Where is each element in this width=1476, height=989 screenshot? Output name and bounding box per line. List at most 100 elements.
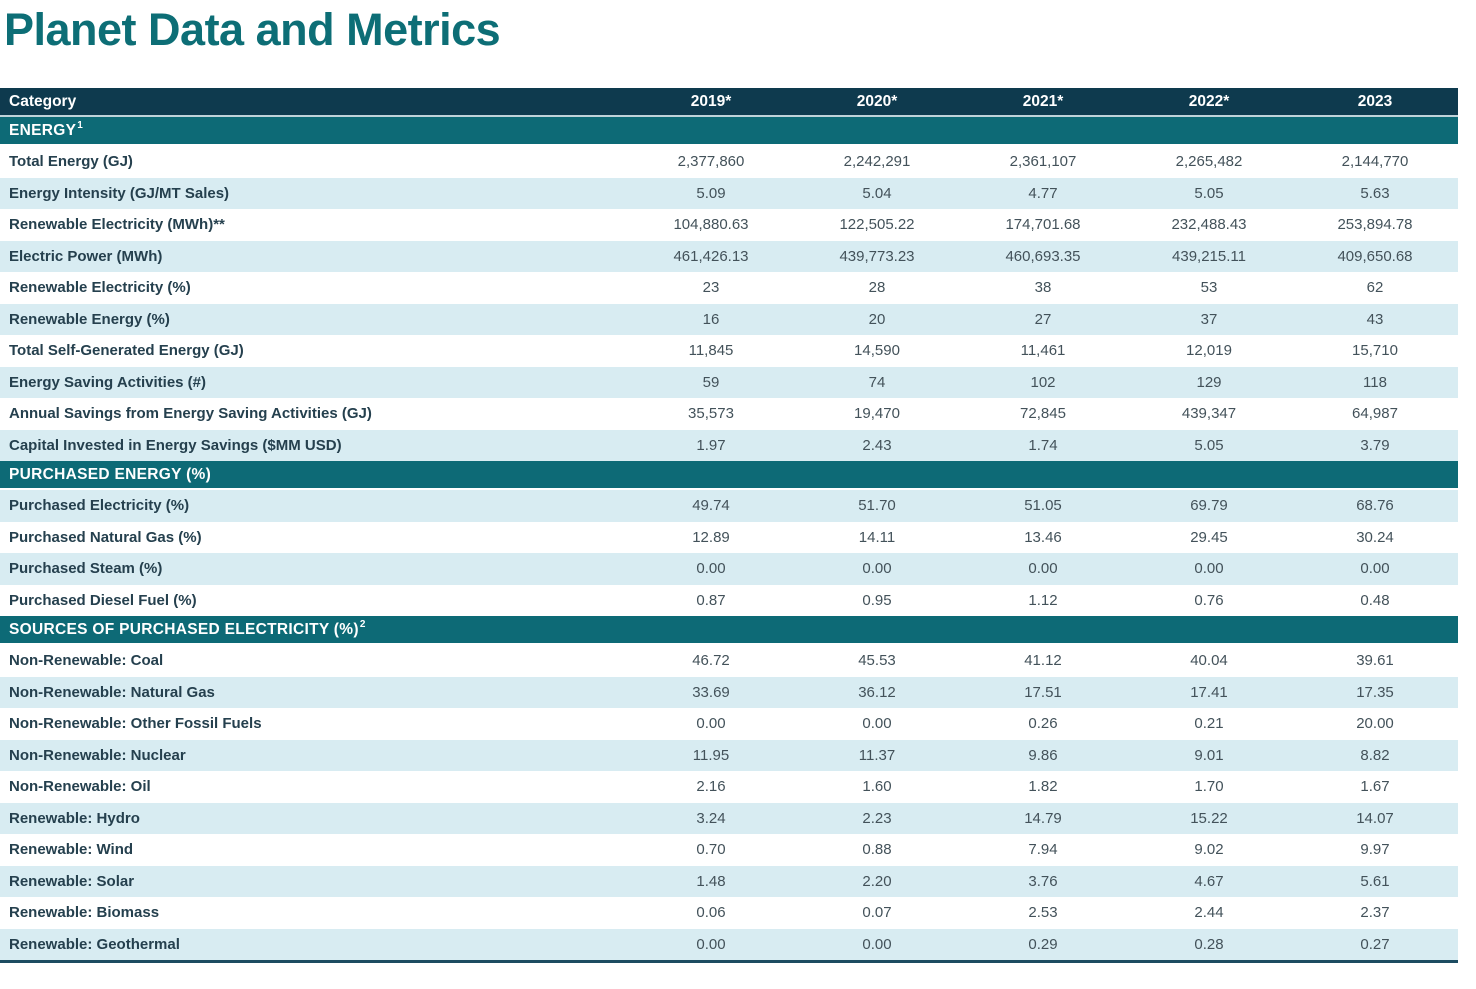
cell-value: 2.23	[862, 809, 892, 827]
cell-value: 43	[1366, 310, 1384, 328]
cell-value: 36.12	[858, 683, 896, 701]
cell-value: 59	[702, 373, 720, 391]
cell-value: 0.27	[1360, 935, 1390, 953]
cell-value: 0.07	[862, 904, 892, 922]
cell-value: 0.48	[1360, 591, 1390, 609]
cell-value: 5.61	[1360, 872, 1390, 890]
table-row: Purchased Steam (%) 0.00 0.00 0.00 0.00 0.00	[0, 553, 1458, 585]
cell-value: 51.05	[1024, 497, 1062, 515]
table-row: Renewable Energy (%) 16 20 27 37 43	[0, 303, 1458, 335]
row-label: Non-Renewable: Oil	[9, 778, 151, 796]
section-title-superscript: 1	[77, 120, 84, 132]
table-row: Total Self-Generated Energy (GJ) 11,845 14…	[0, 335, 1458, 367]
cell-value: 0.06	[696, 904, 726, 922]
cell-value: 15,710	[1352, 342, 1398, 360]
cell-value: 49.74	[692, 497, 730, 515]
cell-value: 3.76	[1028, 872, 1058, 890]
section-title-text: PURCHASED ENERGY (%)	[9, 465, 212, 483]
cell-value: 0.88	[862, 841, 892, 859]
cell-value: 20.00	[1356, 715, 1394, 733]
cell-value: 35,573	[688, 405, 734, 423]
row-label: Annual Savings from Energy Saving Activi…	[9, 405, 372, 423]
table-row: Non-Renewable: Natural Gas 33.69 36.12 17.5…	[0, 676, 1458, 708]
cell-value: 27	[1034, 310, 1052, 328]
table-header-row: Category 2019* 2020* 2021* 2022* 2023	[0, 88, 1458, 117]
cell-value: 439,347	[1181, 405, 1237, 423]
table-row: Non-Renewable: Other Fossil Fuels 0.00 0.0…	[0, 708, 1458, 740]
row-label: Renewable: Solar	[9, 872, 135, 890]
cell-value: 2,242,291	[843, 153, 911, 171]
cell-value: 0.00	[1194, 560, 1224, 578]
row-label: Energy Intensity (GJ/MT Sales)	[9, 184, 230, 202]
section-header-row: SOURCES OF PURCHASED ELECTRICITY (%)2	[0, 616, 1458, 645]
cell-value: 5.05	[1194, 436, 1224, 454]
cell-value: 0.00	[862, 715, 892, 733]
cell-value: 439,215.11	[1172, 247, 1246, 265]
cell-value: 14,590	[854, 342, 900, 360]
cell-value: 129	[1196, 373, 1222, 391]
cell-value: 5.05	[1194, 184, 1224, 202]
column-header-year: 2020*	[856, 92, 898, 110]
section-header-row: ENERGY1	[0, 117, 1458, 146]
cell-value: 7.94	[1028, 841, 1058, 859]
cell-value: 68.76	[1356, 497, 1394, 515]
cell-value: 0.00	[696, 935, 726, 953]
section-title-text: SOURCES OF PURCHASED ELECTRICITY (%)	[9, 620, 359, 638]
cell-value: 0.00	[696, 560, 726, 578]
cell-value: 460,693.35	[1005, 247, 1081, 265]
row-label: Renewable: Wind	[9, 841, 134, 859]
cell-value: 17.35	[1356, 683, 1394, 701]
cell-value: 2,361,107	[1009, 153, 1077, 171]
table-row: Purchased Electricity (%) 49.74 51.70 51.05…	[0, 490, 1458, 522]
cell-value: 9.97	[1360, 841, 1390, 859]
cell-value: 38	[1034, 279, 1052, 297]
table-row: Total Energy (GJ) 2,377,860 2,242,291 2,361…	[0, 146, 1458, 178]
cell-value: 19,470	[854, 405, 900, 423]
table-row: Purchased Diesel Fuel (%) 0.87 0.95 1.12 0.7…	[0, 584, 1458, 616]
row-label: Purchased Diesel Fuel (%)	[9, 591, 197, 609]
row-label: Purchased Natural Gas (%)	[9, 528, 202, 546]
table-row: Energy Intensity (GJ/MT Sales) 5.09 5.04 4.…	[0, 177, 1458, 209]
cell-value: 0.95	[862, 591, 892, 609]
cell-value: 5.09	[696, 184, 726, 202]
column-header-year: 2019*	[690, 92, 732, 110]
column-header-year: 2023	[1357, 92, 1393, 110]
row-label: Purchased Steam (%)	[9, 560, 163, 578]
cell-value: 46.72	[692, 652, 730, 670]
section-title-superscript: 2	[359, 619, 366, 631]
cell-value: 11.37	[858, 746, 896, 764]
cell-value: 9.01	[1194, 746, 1224, 764]
cell-value: 13.46	[1024, 528, 1062, 546]
cell-value: 28	[868, 279, 886, 297]
cell-value: 174,701.68	[1005, 216, 1081, 234]
column-header-year: 2021*	[1022, 92, 1064, 110]
cell-value: 5.63	[1360, 184, 1390, 202]
cell-value: 2,265,482	[1175, 153, 1243, 171]
row-label: Renewable: Hydro	[9, 809, 140, 827]
cell-value: 409,650.68	[1337, 247, 1413, 265]
cell-value: 23	[702, 279, 720, 297]
table-row: Renewable: Geothermal 0.00 0.00 0.29 0.28 0.2…	[0, 928, 1458, 960]
cell-value: 14.11	[858, 528, 896, 546]
cell-value: 0.70	[696, 841, 726, 859]
cell-value: 20	[868, 310, 886, 328]
cell-value: 72,845	[1020, 405, 1066, 423]
metrics-table: Category 2019* 2020* 2021* 2022* 2023 ENERGY1 T…	[0, 88, 1458, 963]
column-header-category: Category	[9, 92, 77, 110]
cell-value: 1.70	[1194, 778, 1224, 796]
row-label: Renewable: Biomass	[9, 904, 160, 922]
cell-value: 40.04	[1190, 652, 1228, 670]
table-row: Non-Renewable: Nuclear 11.95 11.37 9.86 9.01…	[0, 739, 1458, 771]
row-label: Purchased Electricity (%)	[9, 497, 190, 515]
cell-value: 17.41	[1190, 683, 1228, 701]
cell-value: 0.00	[696, 715, 726, 733]
table-row: Annual Savings from Energy Saving Activi…	[0, 398, 1458, 430]
cell-value: 1.82	[1028, 778, 1058, 796]
cell-value: 122,505.22	[839, 216, 915, 234]
section-title: SOURCES OF PURCHASED ELECTRICITY (%)2	[0, 619, 1458, 639]
row-label: Capital Invested in Energy Savings ($MM …	[9, 436, 342, 454]
column-header-year: 2022*	[1188, 92, 1230, 110]
cell-value: 0.00	[862, 560, 892, 578]
cell-value: 2.53	[1028, 904, 1058, 922]
